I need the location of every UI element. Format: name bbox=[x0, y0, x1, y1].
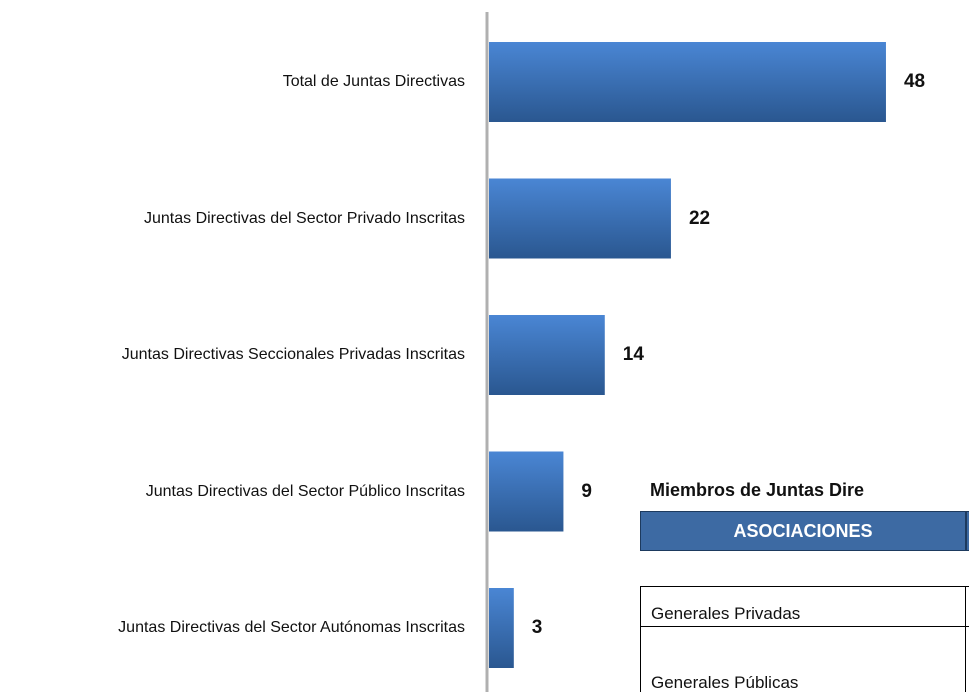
bar bbox=[489, 315, 605, 395]
table-header: ASOCIACIONES bbox=[640, 511, 966, 551]
bar bbox=[489, 42, 886, 122]
category-label: Total de Juntas Directivas bbox=[0, 42, 465, 122]
category-label-text: Juntas Directivas del Sector Público Ins… bbox=[145, 482, 465, 500]
bar bbox=[489, 178, 671, 259]
value-label-text: 48 bbox=[903, 71, 926, 92]
category-label-text: Juntas Directivas Seccionales Privadas I… bbox=[121, 346, 465, 363]
table-title: Miembros de Juntas Dire bbox=[650, 480, 865, 500]
category-label-text: Juntas Directivas del Sector Autónomas I… bbox=[118, 619, 465, 636]
table-cell bbox=[965, 626, 969, 692]
value-label-text: 3 bbox=[531, 617, 543, 638]
value-label: 22 bbox=[689, 179, 710, 259]
value-label: 9 bbox=[581, 452, 592, 532]
value-label-text: 14 bbox=[622, 344, 644, 365]
category-label-text: Juntas Directivas del Sector Privado Ins… bbox=[143, 209, 465, 227]
category-label: Juntas Directivas del Sector Autónomas I… bbox=[0, 588, 465, 668]
value-label-text: 9 bbox=[581, 480, 592, 502]
table-cell bbox=[965, 586, 969, 627]
bar bbox=[489, 588, 514, 668]
category-label-text: Total de Juntas Directivas bbox=[282, 73, 465, 90]
category-label: Juntas Directivas Seccionales Privadas I… bbox=[0, 315, 465, 395]
value-label: 48 bbox=[904, 42, 925, 122]
bar bbox=[489, 451, 564, 532]
table-cell: Generales Privadas bbox=[640, 586, 966, 627]
table-header-cell bbox=[966, 511, 969, 551]
category-label: Juntas Directivas del Sector Privado Ins… bbox=[0, 179, 465, 259]
value-label: 14 bbox=[623, 315, 644, 395]
table-cell: Generales Públicas bbox=[640, 626, 966, 692]
value-label-text: 22 bbox=[688, 207, 711, 229]
category-label: Juntas Directivas del Sector Público Ins… bbox=[0, 452, 465, 532]
value-label: 3 bbox=[532, 588, 543, 668]
